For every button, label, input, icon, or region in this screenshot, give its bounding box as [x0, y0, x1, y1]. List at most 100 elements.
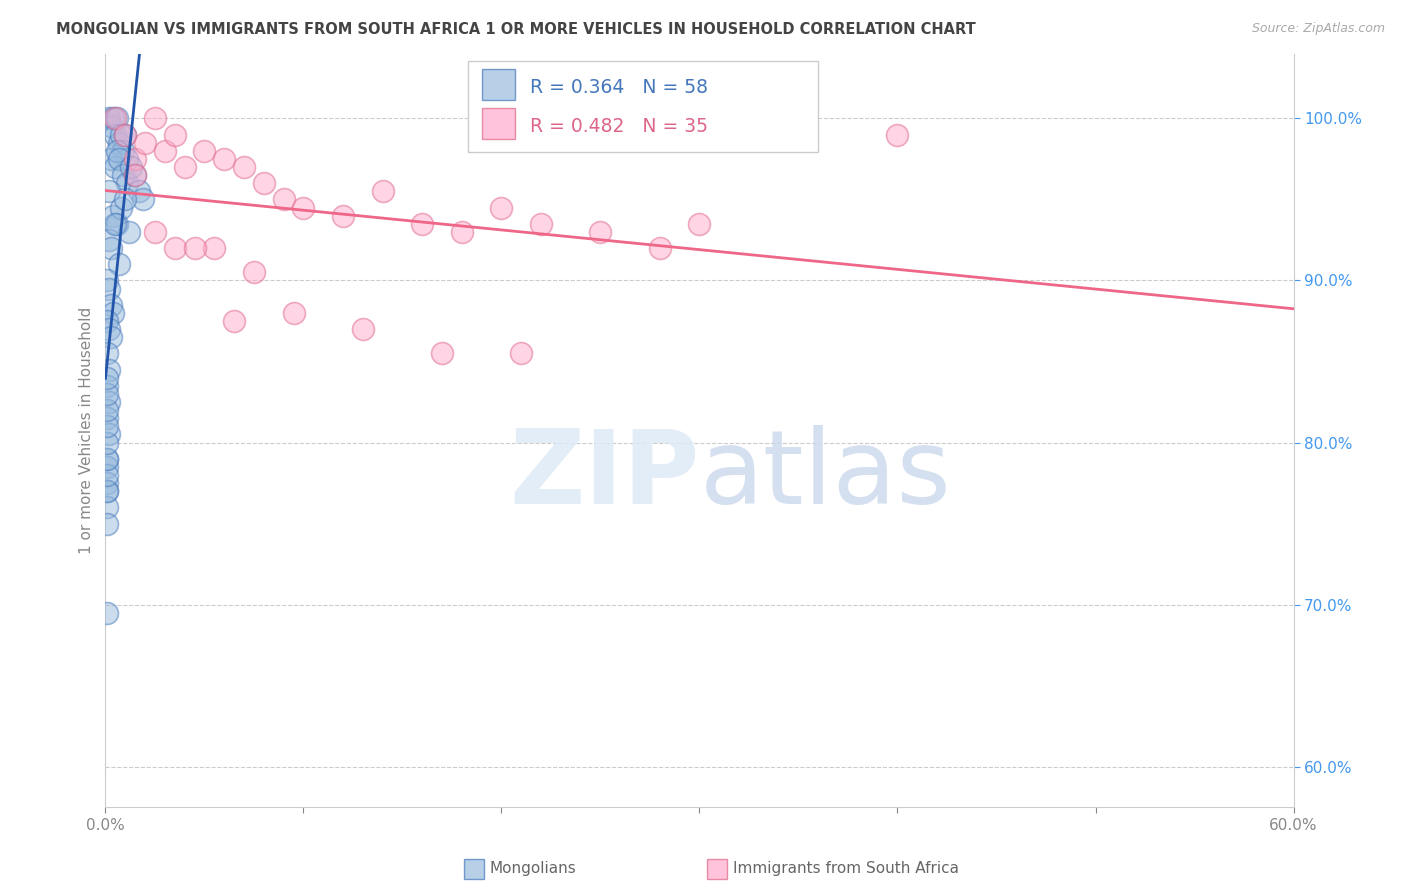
Point: [96, 484, 118, 499]
Point: [124, 152, 146, 166]
Text: R = 0.364   N = 58: R = 0.364 N = 58: [530, 78, 707, 97]
Point: [143, 225, 166, 239]
Text: ZIP: ZIP: [509, 425, 700, 526]
Point: [100, 241, 122, 255]
Point: [96, 451, 118, 466]
Point: [253, 176, 276, 190]
Point: [124, 168, 146, 182]
Point: [96, 387, 118, 401]
Point: [108, 152, 131, 166]
Point: [202, 241, 225, 255]
Point: [100, 120, 122, 134]
Text: Mongolians: Mongolians: [489, 862, 576, 876]
Point: [163, 241, 186, 255]
Point: [371, 184, 394, 198]
Point: [103, 306, 125, 320]
Point: [491, 201, 513, 215]
Point: [115, 176, 138, 190]
Point: [112, 144, 135, 158]
Point: [143, 112, 166, 126]
Point: [193, 144, 215, 158]
FancyBboxPatch shape: [482, 108, 516, 139]
Point: [98, 233, 121, 247]
Point: [100, 330, 122, 344]
Bar: [468, 61, 818, 152]
Text: MONGOLIAN VS IMMIGRANTS FROM SOUTH AFRICA 1 OR MORE VEHICLES IN HOUSEHOLD CORREL: MONGOLIAN VS IMMIGRANTS FROM SOUTH AFRIC…: [56, 22, 976, 37]
Point: [114, 128, 136, 142]
Text: atlas: atlas: [700, 425, 952, 526]
Point: [96, 516, 118, 531]
Point: [103, 209, 125, 223]
Point: [124, 168, 146, 182]
Point: [96, 459, 118, 474]
Point: [128, 184, 150, 198]
Point: [103, 112, 125, 126]
Point: [886, 128, 908, 142]
Point: [163, 128, 186, 142]
Point: [430, 346, 453, 360]
Point: [96, 314, 118, 328]
Point: [96, 467, 118, 482]
Point: [352, 322, 374, 336]
Point: [114, 128, 136, 142]
Point: [96, 419, 118, 434]
Point: [292, 201, 315, 215]
Point: [96, 484, 118, 499]
Point: [510, 346, 533, 360]
Point: [115, 152, 138, 166]
Point: [648, 241, 671, 255]
Point: [104, 217, 127, 231]
Point: [96, 379, 118, 393]
Point: [108, 136, 131, 150]
Point: [104, 112, 127, 126]
Point: [98, 281, 121, 295]
Point: [96, 435, 118, 450]
Point: [273, 193, 295, 207]
Point: [173, 160, 195, 174]
Point: [132, 193, 155, 207]
Point: [112, 168, 135, 182]
Point: [114, 193, 136, 207]
Point: [100, 152, 122, 166]
Point: [96, 273, 118, 287]
Point: [689, 217, 711, 231]
Point: [105, 112, 128, 126]
Point: [105, 217, 128, 231]
Point: [96, 500, 118, 515]
Point: [98, 184, 121, 198]
Point: [110, 128, 132, 142]
Text: R = 0.482   N = 35: R = 0.482 N = 35: [530, 117, 707, 136]
Text: Immigrants from South Africa: Immigrants from South Africa: [733, 862, 959, 876]
Point: [98, 427, 121, 442]
Point: [96, 476, 118, 491]
FancyBboxPatch shape: [482, 69, 516, 100]
Point: [233, 160, 256, 174]
Point: [98, 395, 121, 409]
Point: [96, 606, 118, 620]
Point: [224, 314, 246, 328]
Text: Source: ZipAtlas.com: Source: ZipAtlas.com: [1251, 22, 1385, 36]
Y-axis label: 1 or more Vehicles in Household: 1 or more Vehicles in Household: [79, 307, 94, 554]
Point: [153, 144, 176, 158]
Point: [108, 257, 131, 271]
Point: [183, 241, 205, 255]
Point: [283, 306, 305, 320]
Point: [243, 265, 266, 279]
Point: [98, 362, 121, 376]
Point: [104, 160, 127, 174]
Point: [105, 144, 128, 158]
Point: [96, 451, 118, 466]
Point: [134, 136, 156, 150]
Point: [100, 298, 122, 312]
Point: [96, 370, 118, 384]
Point: [96, 346, 118, 360]
Point: [96, 403, 118, 417]
Point: [411, 217, 433, 231]
Point: [98, 322, 121, 336]
Point: [98, 112, 121, 126]
Point: [104, 128, 127, 142]
Point: [96, 411, 118, 425]
Point: [530, 217, 553, 231]
Point: [110, 201, 132, 215]
Point: [332, 209, 354, 223]
